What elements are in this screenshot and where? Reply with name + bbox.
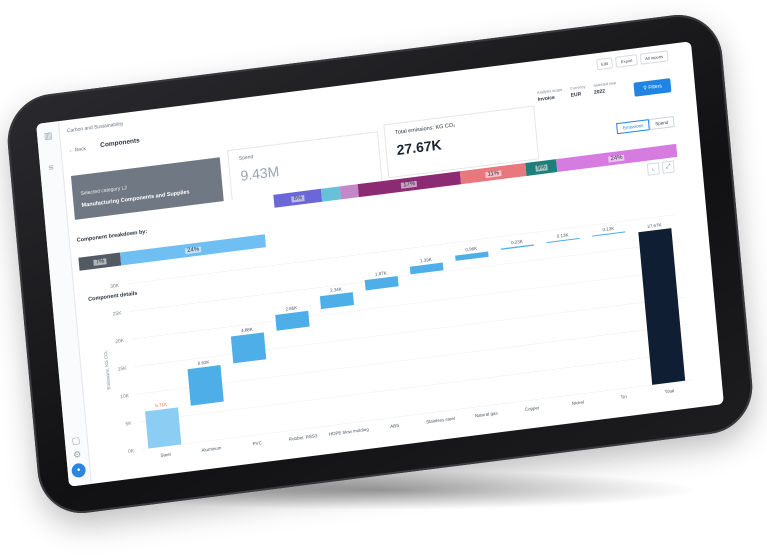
data-label: 4.88K (241, 327, 253, 333)
chart-bar (546, 237, 580, 244)
y-axis-label: Emissions, KG CO₂ (103, 350, 112, 390)
chart-bar (592, 231, 626, 237)
y-tick-label: 10K (120, 393, 130, 400)
top-bar-segment-label: 8% (291, 194, 305, 203)
x-tick-label: Rubber, RSS3 (289, 433, 318, 442)
currency-value: EUR (570, 91, 582, 99)
top-bar-segment-label: 24% (608, 154, 625, 163)
top-bar-segment[interactable]: 5% (525, 159, 558, 176)
chart-bar (319, 292, 354, 310)
chart-bar (230, 332, 267, 364)
bottom-bar-segment-label: 7% (93, 257, 107, 266)
data-label: 0.96K (465, 246, 477, 252)
metric-toggle: Emissions Spend (616, 116, 675, 135)
currency-label: Currency (569, 84, 586, 91)
x-tick-label: HDPE blow molding (329, 427, 370, 437)
filters-button[interactable]: ⚲ Filters (633, 78, 672, 97)
grid-line (126, 214, 677, 285)
toggle-emissions[interactable]: Emissions (616, 119, 650, 135)
grid-line (134, 296, 685, 367)
tablet-device: ▥ ≡ ▢ ⚙ ● Carbon and Sustainability ← Ba… (3, 9, 757, 519)
y-tick-label: 5K (125, 421, 132, 428)
avatar[interactable]: ● (71, 462, 87, 479)
data-label: 2.34K (330, 286, 342, 292)
chart-bar (275, 310, 310, 331)
collapse-icon[interactable]: ⌞ (646, 162, 660, 176)
currency[interactable]: Currency EUR (570, 85, 586, 99)
top-bar-segment[interactable] (339, 184, 359, 200)
analysis-scope[interactable]: Analysis scope Invoice (537, 88, 563, 103)
chart-bar (455, 251, 489, 261)
selected-year-value: 2022 (593, 88, 606, 96)
grid-line (131, 269, 682, 340)
data-label: 0.23K (511, 239, 523, 245)
y-tick-label: 25K (112, 310, 122, 317)
menu-icon[interactable]: ≡ (48, 162, 55, 173)
spend-label: Spend (238, 154, 254, 162)
back-button[interactable]: ← Back (68, 145, 87, 155)
all-reports-button[interactable]: All reports (639, 50, 669, 65)
data-label: 0.13K (602, 226, 614, 232)
top-bar-segment[interactable] (321, 186, 341, 202)
spend-value: 9.43M (239, 162, 280, 184)
y-tick-label: 20K (115, 338, 125, 345)
x-tick-label: Natural gas (475, 410, 499, 418)
scope-selector: Analysis scope Invoice Currency EUR Sele… (537, 81, 617, 103)
x-tick-label: PVC (252, 440, 262, 446)
x-tick-label: Stainless steel (426, 416, 455, 425)
grid-line (141, 379, 692, 450)
data-label: 0.13K (557, 232, 569, 238)
data-label: 1.87K (375, 270, 387, 276)
chart-bar (409, 262, 444, 275)
chart-bar (187, 365, 224, 406)
data-label: 27.67K (647, 222, 662, 229)
grid-line (129, 241, 680, 312)
data-label: 1.39K (420, 257, 432, 263)
chat-icon[interactable]: ▢ (71, 434, 81, 447)
x-tick-label: Copper (525, 405, 541, 412)
top-bar-segment-label: 17% (400, 180, 418, 189)
settings-icon[interactable]: ⚙ (72, 448, 82, 460)
data-label: 6.62K (198, 359, 210, 365)
top-bar-segment-label: 11% (485, 169, 502, 178)
grid-line (136, 324, 687, 395)
category-label: Selected category L2 (80, 185, 128, 197)
x-tick-label: Steel (160, 452, 171, 458)
chart-bar (500, 244, 534, 250)
filters-label: Filters (648, 83, 663, 91)
x-tick-label: Total (665, 388, 675, 394)
bottom-bar-segment-label: 24% (184, 245, 202, 254)
analysis-scope-value: Invoice (537, 94, 556, 103)
component-details-chart: 0K 5K 10K 15K 20K 25K 30K Emissions, KG CO₂ 6.71… (103, 214, 692, 458)
chart-bar (145, 407, 182, 449)
view-options: ⌞ ⤢ (646, 160, 675, 176)
x-tick-label: Nickel (572, 400, 585, 407)
selected-year[interactable]: Selected year 2022 (593, 81, 617, 96)
x-tick-label: Tin (620, 394, 627, 400)
top-actions: Edit Export All reports (595, 50, 669, 71)
edit-button[interactable]: Edit (595, 57, 614, 71)
top-bar-segment-label: 5% (534, 163, 548, 172)
data-label: 2.86K (285, 305, 297, 311)
expand-icon[interactable]: ⤢ (661, 160, 675, 174)
emissions-value: 27.67K (395, 136, 443, 158)
data-label: 6.71K (155, 402, 167, 408)
page-title: Components (99, 137, 141, 150)
chart-bar (638, 228, 686, 385)
toggle-spend[interactable]: Spend (648, 116, 675, 131)
logo-icon: ▥ (43, 130, 53, 142)
app-title: Carbon and Sustainability (66, 121, 124, 135)
y-tick-label: 0K (128, 448, 135, 455)
tablet-screen: ▥ ≡ ▢ ⚙ ● Carbon and Sustainability ← Ba… (36, 41, 724, 487)
y-tick-label: 30K (110, 283, 120, 290)
emissions-label: Total emissions: KG CO₂ (394, 122, 456, 137)
chart-bar (364, 275, 399, 291)
back-label: Back (74, 145, 87, 154)
y-tick-label: 15K (117, 366, 127, 373)
x-tick-label: Aluminum (201, 445, 222, 453)
export-button[interactable]: Export (615, 54, 638, 68)
grid-line (139, 351, 690, 423)
x-tick-label: ABS (390, 423, 399, 429)
